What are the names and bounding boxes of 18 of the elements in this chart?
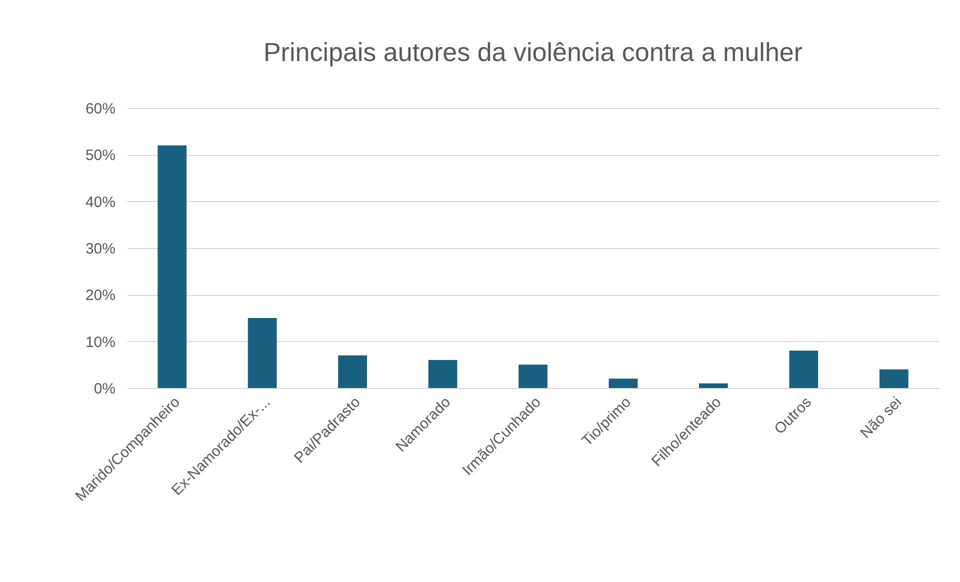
bar <box>879 369 908 388</box>
bar <box>248 318 277 388</box>
y-tick-label: 50% <box>85 147 116 164</box>
y-tick-label: 20% <box>85 287 116 304</box>
y-tick-label: 40% <box>85 194 116 211</box>
y-tick-label: 30% <box>85 240 116 258</box>
bar <box>158 145 187 388</box>
bar <box>518 364 548 388</box>
bar <box>789 350 818 388</box>
bar <box>699 383 728 388</box>
y-tick-label: 0% <box>94 380 116 398</box>
x-tick-label: Não sei <box>857 394 906 442</box>
bar <box>338 355 367 388</box>
bar <box>428 360 458 388</box>
y-tick-label: 10% <box>85 334 116 351</box>
bar <box>608 378 638 388</box>
chart-title: Principais autores da violência contra a mulher <box>263 37 803 67</box>
y-tick-label: 60% <box>85 100 116 118</box>
